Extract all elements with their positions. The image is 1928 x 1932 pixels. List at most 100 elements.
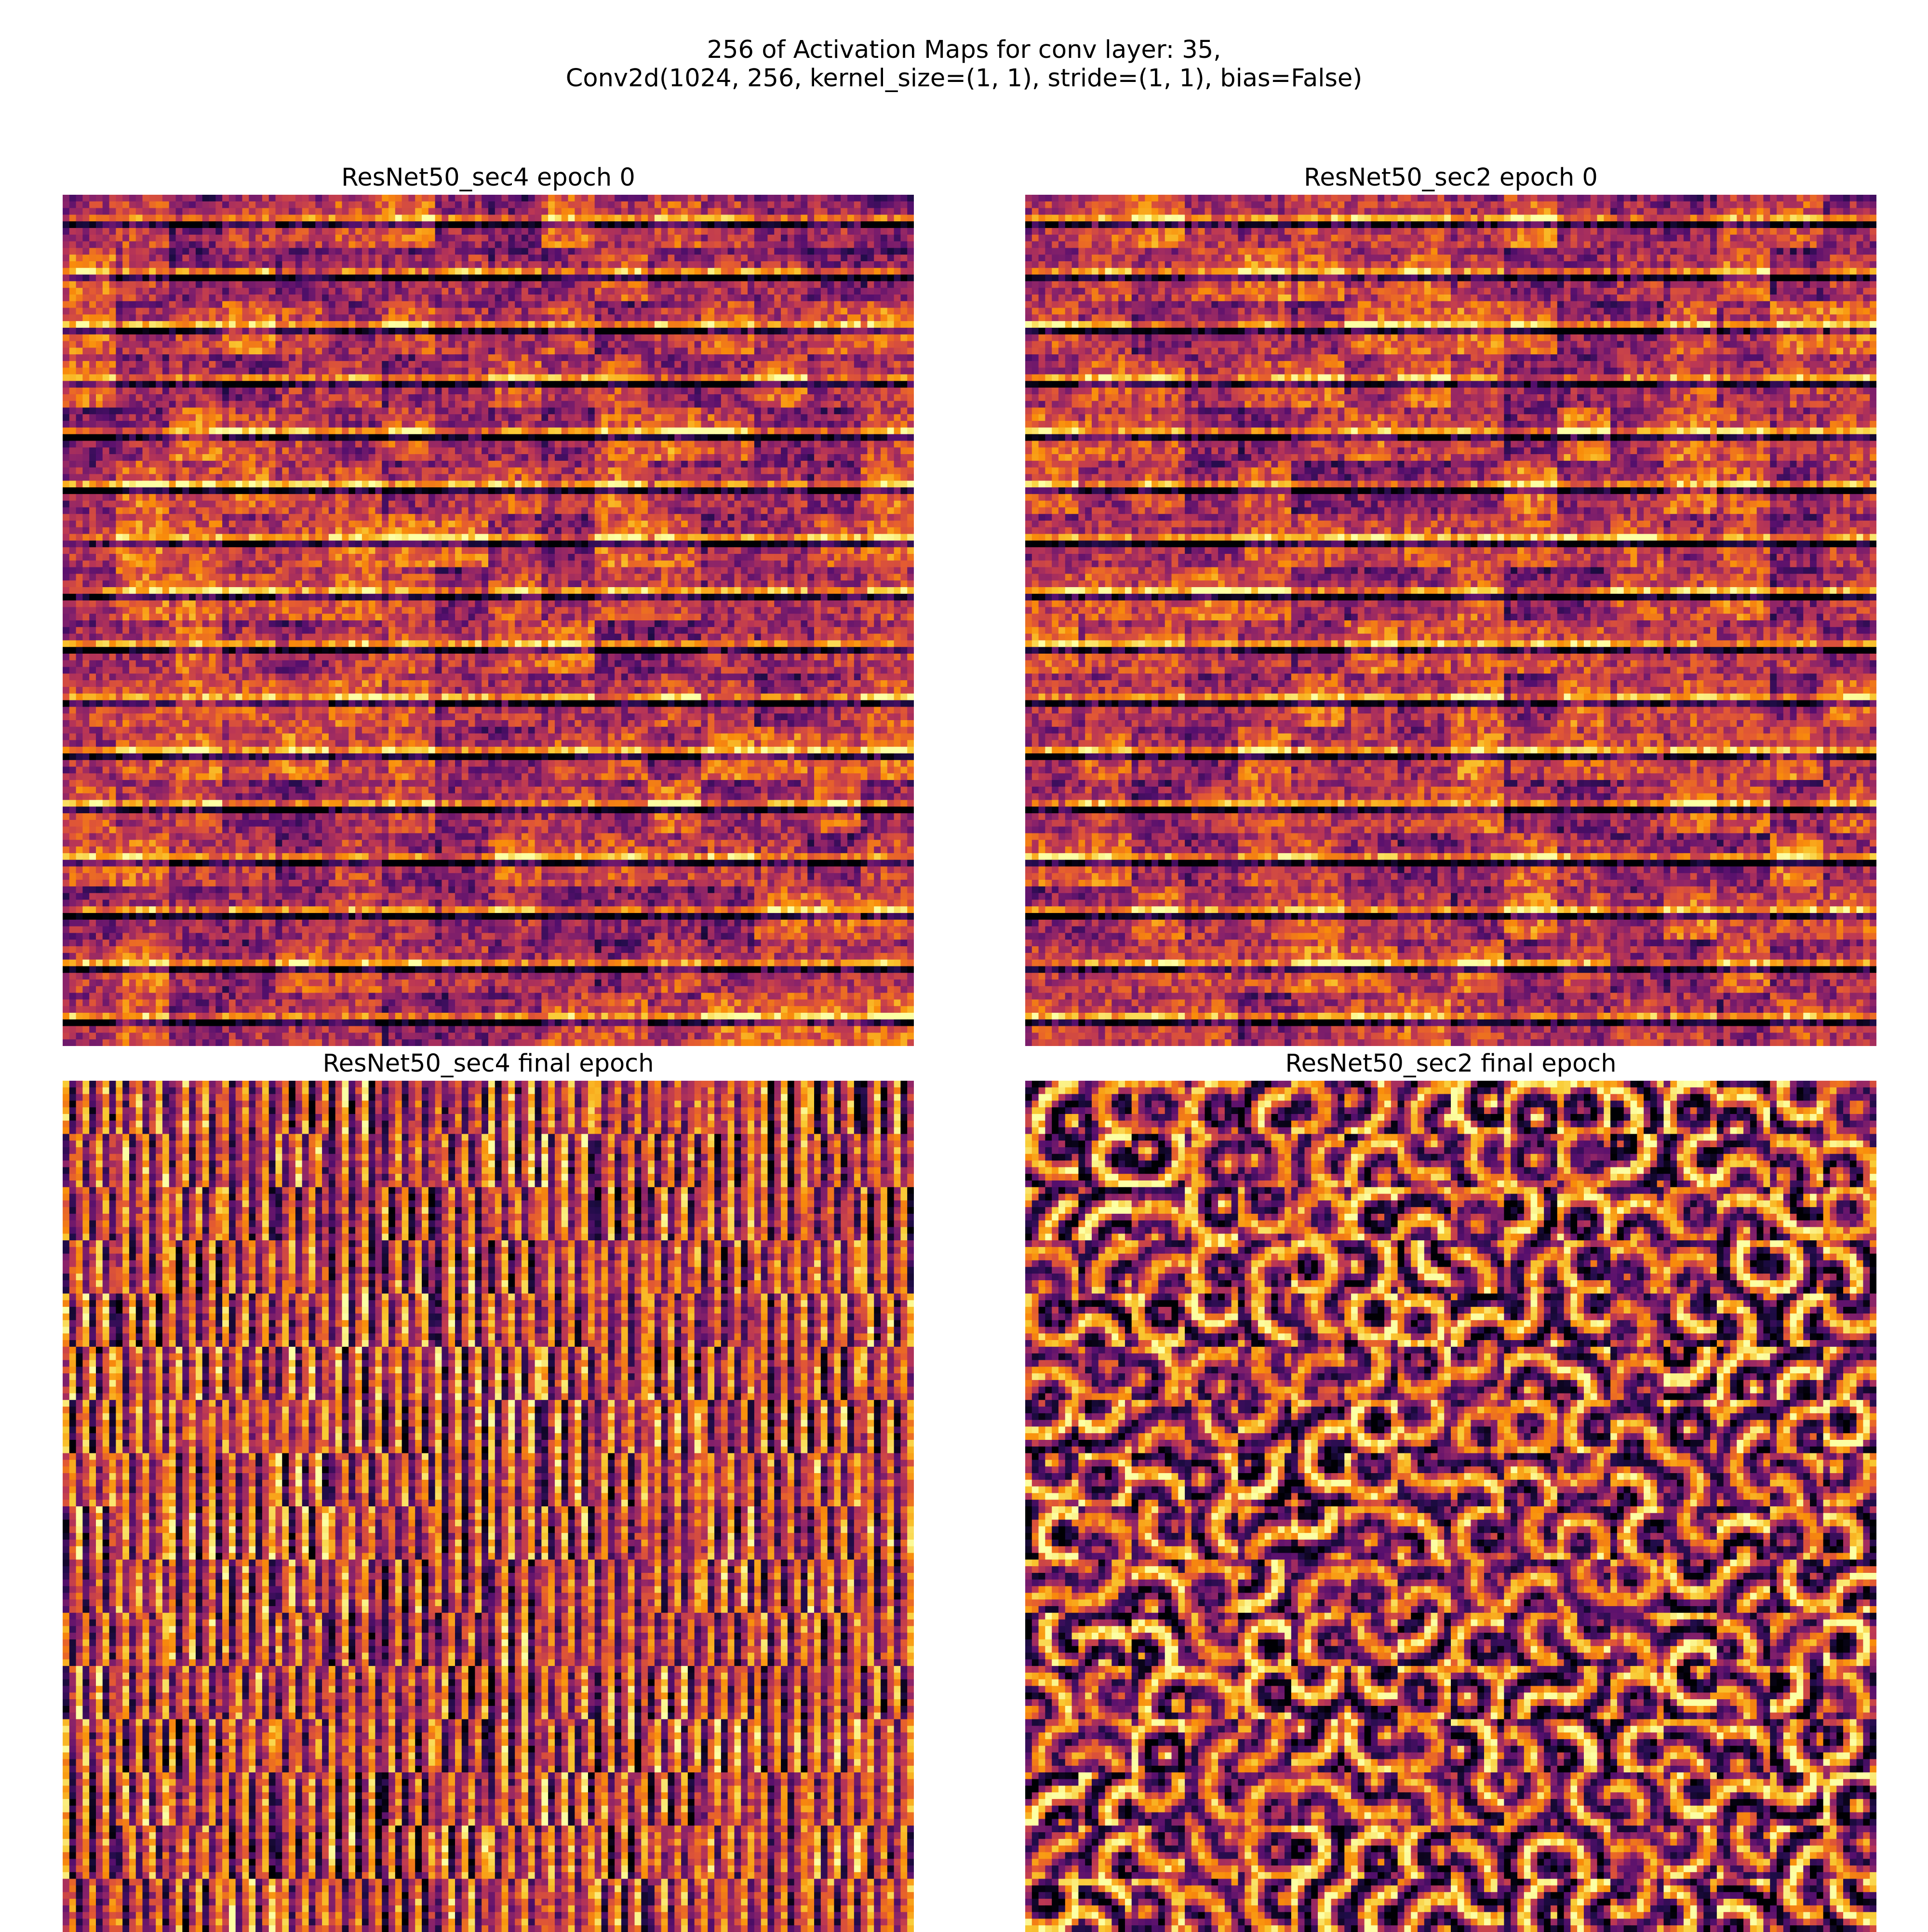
- activation-tile: [1398, 1559, 1451, 1613]
- activation-tile: [116, 993, 169, 1046]
- activation-tile: [382, 354, 435, 408]
- activation-tile: [169, 1613, 223, 1666]
- activation-tile: [648, 993, 701, 1046]
- activation-tile: [63, 514, 116, 567]
- panel-title-sec2-final: ResNet50_sec2 final epoch: [1025, 1051, 1876, 1076]
- activation-tile: [1291, 408, 1345, 461]
- activation-tile: [1504, 461, 1557, 514]
- activation-tile: [382, 461, 435, 514]
- activation-tile: [1451, 1134, 1504, 1187]
- activation-tile: [1185, 1294, 1238, 1347]
- activation-tile: [1398, 620, 1451, 674]
- activation-tile: [1185, 939, 1238, 993]
- activation-tile: [1185, 408, 1238, 461]
- activation-tile: [1610, 1719, 1664, 1773]
- activation-tile: [1078, 1294, 1132, 1347]
- activation-tile: [329, 1081, 382, 1134]
- activation-tile: [861, 1879, 914, 1932]
- activation-tile: [541, 248, 595, 301]
- activation-tile: [861, 886, 914, 940]
- activation-tile: [1291, 1613, 1345, 1666]
- activation-tile: [1770, 408, 1823, 461]
- activation-tile: [1717, 620, 1770, 674]
- activation-tile: [382, 1719, 435, 1773]
- activation-tile: [1398, 1294, 1451, 1347]
- activation-tile: [1557, 886, 1611, 940]
- activation-tile: [1717, 993, 1770, 1046]
- activation-tile: [754, 1666, 808, 1719]
- activation-tile: [1344, 727, 1398, 780]
- activation-tile: [1132, 1187, 1185, 1241]
- activation-tile: [1610, 514, 1664, 567]
- activation-tile: [1451, 195, 1504, 248]
- activation-tile: [1344, 461, 1398, 514]
- activation-tile: [1770, 780, 1823, 833]
- activation-tile: [1291, 195, 1345, 248]
- activation-tile: [1823, 301, 1876, 355]
- heatmap-panel-sec2-epoch0: [1025, 195, 1876, 1046]
- activation-tile: [1823, 780, 1876, 833]
- activation-tile: [1185, 1719, 1238, 1773]
- activation-tile: [1717, 195, 1770, 248]
- activation-tile: [169, 461, 223, 514]
- activation-tile: [169, 886, 223, 940]
- activation-tile: [1398, 1081, 1451, 1134]
- activation-tile: [1664, 408, 1717, 461]
- activation-tile: [1025, 567, 1079, 621]
- activation-tile: [1344, 1825, 1398, 1879]
- activation-tile: [435, 1240, 489, 1294]
- activation-tile: [1664, 1187, 1717, 1241]
- activation-tile: [222, 1134, 276, 1187]
- activation-tile: [1025, 195, 1079, 248]
- activation-tile: [329, 354, 382, 408]
- activation-tile: [1344, 833, 1398, 887]
- activation-tile: [1451, 1240, 1504, 1294]
- activation-tile: [861, 620, 914, 674]
- activation-tile: [1504, 673, 1557, 727]
- activation-tile: [488, 886, 542, 940]
- activation-tile: [1770, 514, 1823, 567]
- activation-tile: [541, 1400, 595, 1453]
- activation-tile: [1185, 886, 1238, 940]
- activation-tile: [116, 620, 169, 674]
- activation-tile: [595, 780, 648, 833]
- activation-tile: [435, 886, 489, 940]
- activation-tile: [1398, 1772, 1451, 1826]
- activation-tile: [861, 567, 914, 621]
- activation-tile: [1078, 1825, 1132, 1879]
- activation-tile: [276, 1666, 329, 1719]
- activation-tile: [1823, 514, 1876, 567]
- activation-tile: [1610, 195, 1664, 248]
- activation-tile: [1610, 1187, 1664, 1241]
- activation-tile: [1451, 1613, 1504, 1666]
- activation-tile: [1504, 1666, 1557, 1719]
- activation-tile: [1823, 248, 1876, 301]
- activation-tile: [807, 727, 861, 780]
- activation-tile: [807, 1613, 861, 1666]
- activation-tile: [116, 1453, 169, 1507]
- activation-tile: [1770, 833, 1823, 887]
- activation-tile: [1344, 301, 1398, 355]
- activation-tile: [329, 939, 382, 993]
- activation-tile: [1025, 1559, 1079, 1613]
- activation-tile: [1717, 780, 1770, 833]
- activation-tile: [541, 1081, 595, 1134]
- heatmap-sec2-final: [1025, 1081, 1876, 1932]
- activation-tile: [1025, 461, 1079, 514]
- activation-tile: [541, 567, 595, 621]
- activation-tile: [1132, 195, 1185, 248]
- activation-tile: [1398, 1719, 1451, 1773]
- activation-tile: [1823, 1240, 1876, 1294]
- activation-tile: [276, 886, 329, 940]
- activation-tile: [1025, 408, 1079, 461]
- activation-tile: [1717, 1825, 1770, 1879]
- activation-tile: [861, 461, 914, 514]
- activation-tile: [329, 1134, 382, 1187]
- activation-tile: [63, 1506, 116, 1560]
- activation-tile: [754, 1506, 808, 1560]
- activation-tile: [488, 620, 542, 674]
- activation-tile: [1344, 993, 1398, 1046]
- activation-tile: [541, 1559, 595, 1613]
- activation-tile: [1238, 1240, 1292, 1294]
